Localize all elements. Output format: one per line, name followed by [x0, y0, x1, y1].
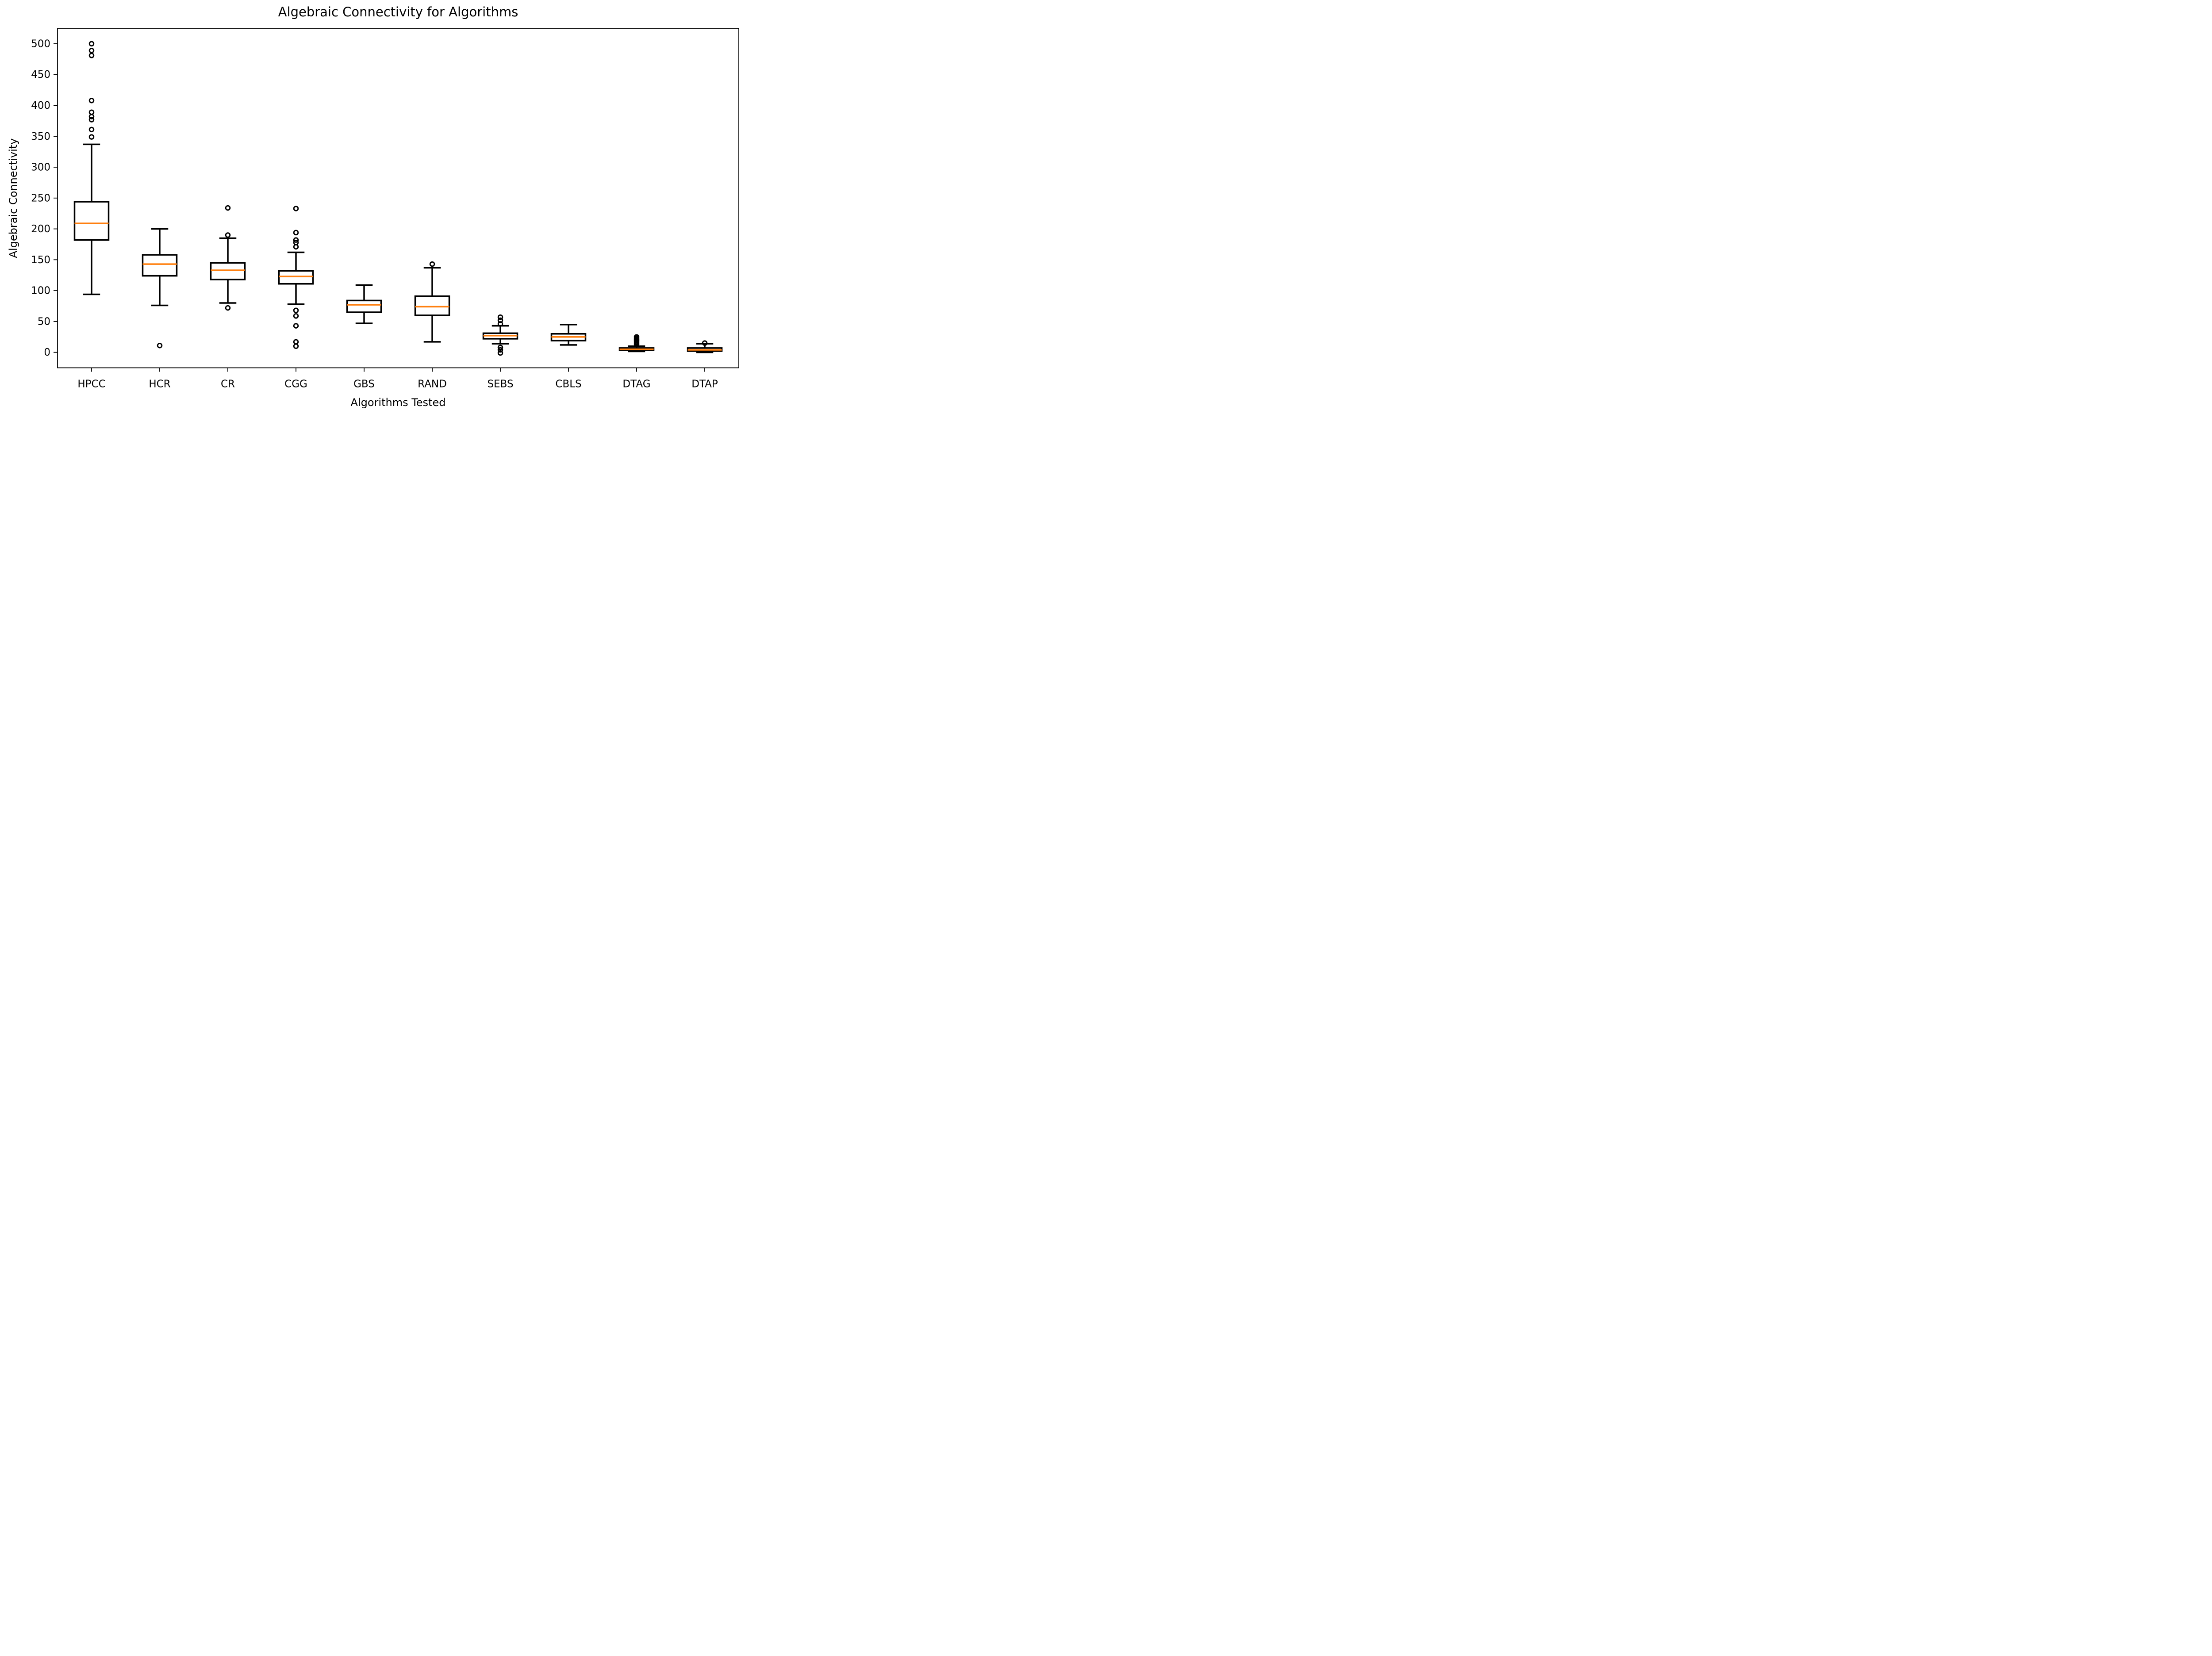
- outlier-marker: [293, 313, 299, 319]
- outlier-marker: [225, 232, 231, 238]
- y-tick-label: 100: [31, 285, 50, 297]
- x-tick-label: HPCC: [77, 379, 105, 390]
- outlier-marker: [88, 47, 95, 54]
- box-plot-dtap: [687, 340, 723, 353]
- y-tick-label: 400: [31, 100, 50, 111]
- y-tick-label: 300: [31, 162, 50, 173]
- y-tick-label: 200: [31, 223, 50, 235]
- x-tick-label: DTAP: [691, 379, 718, 390]
- outlier-marker: [88, 134, 95, 140]
- outlier-marker: [293, 343, 299, 349]
- chart-title: Algebraic Connectivity for Algorithms: [278, 4, 518, 19]
- outlier-marker: [88, 98, 95, 104]
- x-tick-label: CGG: [284, 379, 307, 390]
- plot-border: [57, 28, 739, 368]
- outlier-marker: [293, 307, 299, 313]
- outlier-marker: [497, 350, 503, 356]
- box-plot-rand: [414, 261, 450, 343]
- outlier-marker: [88, 41, 95, 47]
- x-tick-label: CBLS: [555, 379, 581, 390]
- box-plot-cgg: [278, 206, 314, 349]
- outlier-marker: [225, 205, 231, 211]
- outlier-marker: [225, 305, 231, 311]
- iqr-box: [414, 295, 450, 316]
- outlier-marker: [293, 230, 299, 236]
- outlier-marker: [497, 347, 503, 353]
- x-axis: HPCC HCR CR CGG GBS RAND SEBS CBLS DTAG DTAP: [77, 368, 718, 390]
- y-tick-label: 150: [31, 254, 50, 266]
- box-plot-cbls: [550, 324, 587, 346]
- x-axis-label: Algorithms Tested: [350, 396, 446, 409]
- box-plot-dtag: [618, 334, 655, 353]
- box-plot-hpcc: [73, 41, 110, 295]
- box-plot-sebs: [482, 314, 518, 356]
- outlier-marker: [293, 244, 299, 250]
- iqr-box: [346, 299, 382, 313]
- y-tick-label: 0: [44, 347, 50, 358]
- y-axis: 0 50 100 150 200 250 300 350 400 450 500: [31, 38, 58, 358]
- outlier-marker: [88, 109, 95, 115]
- y-tick-label: 450: [31, 69, 50, 80]
- outlier-marker: [88, 126, 95, 133]
- y-tick-label: 50: [38, 316, 50, 327]
- outlier-marker: [497, 314, 503, 320]
- x-tick-label: CR: [221, 379, 235, 390]
- y-tick-label: 250: [31, 192, 50, 204]
- outlier-marker: [88, 117, 95, 123]
- outlier-marker: [634, 341, 640, 347]
- box-plot-gbs: [346, 284, 382, 324]
- outlier-marker: [293, 206, 299, 211]
- outlier-marker: [157, 343, 163, 349]
- outlier-marker: [293, 323, 299, 329]
- x-tick-label: DTAG: [622, 379, 650, 390]
- outlier-marker: [429, 261, 435, 267]
- x-tick-label: SEBS: [487, 379, 513, 390]
- iqr-box: [73, 201, 110, 241]
- x-tick-label: HCR: [149, 379, 170, 390]
- outlier-marker: [88, 114, 95, 119]
- x-tick-label: GBS: [353, 379, 375, 390]
- box-plot-cr: [210, 205, 246, 311]
- outlier-marker: [702, 340, 708, 346]
- boxplot-figure: Algebraic Connectivity for Algorithms Al…: [0, 0, 752, 414]
- boxplot-canvas: 0 50 100 150 200 250 300 350 400 450 500 HPCC HCR CR C…: [31, 28, 739, 390]
- iqr-box: [278, 270, 314, 285]
- outlier-marker: [88, 53, 95, 58]
- iqr-box: [142, 254, 178, 277]
- y-axis-label: Algebraic Connectivity: [7, 138, 19, 258]
- iqr-box: [210, 262, 246, 280]
- outlier-marker: [293, 339, 299, 345]
- y-tick-label: 350: [31, 131, 50, 142]
- outlier-marker: [497, 345, 503, 350]
- outlier-marker: [293, 237, 299, 243]
- x-tick-label: RAND: [418, 379, 447, 390]
- box-plot-hcr: [142, 228, 178, 349]
- y-tick-label: 500: [31, 38, 50, 50]
- outlier-marker: [497, 321, 503, 327]
